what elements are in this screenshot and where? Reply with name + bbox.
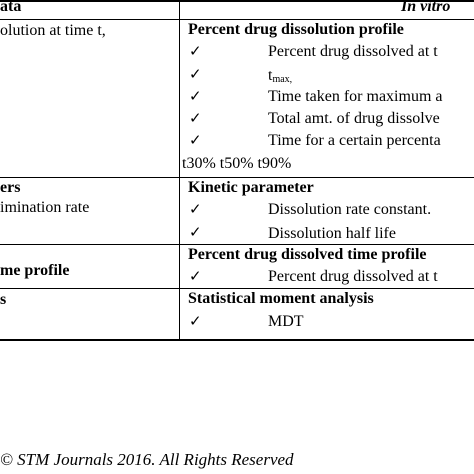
checkmark-icon: ✓ [189, 200, 202, 218]
row1-left-line1: olution at time t, [0, 22, 106, 39]
rule-bottom [0, 339, 474, 341]
row1-heading: Percent drug dissolution profile [188, 21, 404, 38]
row1-item3: Time taken for maximum a [268, 88, 443, 105]
row4-heading: Statistical moment analysis [188, 290, 374, 307]
header-left: ata [0, 0, 22, 15]
row4-item1: MDT [268, 313, 304, 330]
row2-left-line1: ers [0, 179, 21, 196]
row2-heading: Kinetic parameter [188, 179, 314, 196]
checkmark-icon: ✓ [189, 65, 202, 83]
checkmark-icon: ✓ [189, 267, 202, 285]
row3-heading: Percent drug dissolved time profile [188, 246, 427, 263]
rule-row3 [0, 288, 474, 289]
column-divider [179, 0, 180, 340]
row3-left: me profile [0, 262, 70, 279]
row1-tail: t30% t50% t90% [182, 155, 292, 172]
row4-left: s [0, 291, 7, 308]
row3-item1: Percent drug dissolved at t [268, 268, 438, 285]
row1-item4: Total amt. of drug dissolve [268, 110, 440, 127]
row1-item2: tmax, [268, 67, 293, 85]
rule-top [0, 0, 474, 2]
checkmark-icon: ✓ [189, 109, 202, 127]
checkmark-icon: ✓ [189, 131, 202, 149]
rule-row2 [0, 244, 474, 245]
rule-row1 [0, 177, 474, 178]
row2-item2: Dissolution half life [268, 225, 396, 242]
checkmark-icon: ✓ [189, 87, 202, 105]
checkmark-icon: ✓ [189, 42, 202, 60]
checkmark-icon: ✓ [189, 223, 202, 241]
row2-item1: Dissolution rate constant. [268, 201, 432, 218]
checkmark-icon: ✓ [189, 312, 202, 330]
copyright-footer: © STM Journals 2016. All Rights Reserved [0, 450, 294, 469]
tmax-subscript: max, [272, 74, 293, 85]
row1-item5: Time for a certain percenta [268, 132, 441, 149]
rule-header [0, 19, 474, 20]
header-right: In vitro [401, 0, 451, 15]
row2-left-line2: imination rate [0, 199, 90, 216]
row1-item1: Percent drug dissolved at t [268, 43, 438, 60]
